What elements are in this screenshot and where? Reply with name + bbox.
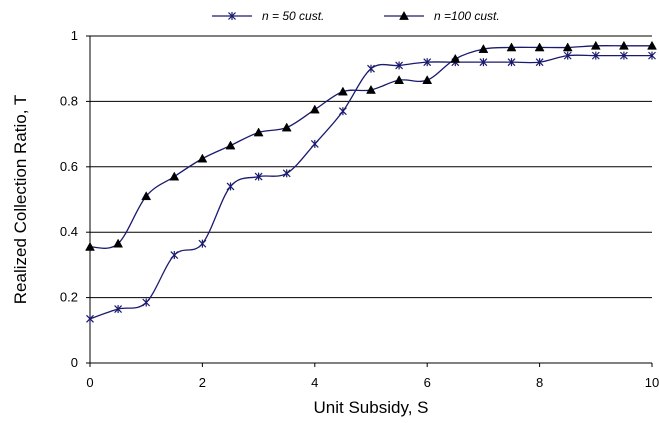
y-tick-label: 0.6	[60, 159, 78, 174]
data-point-series-2	[394, 75, 405, 84]
data-point-series-1	[226, 182, 235, 191]
series-layer	[85, 40, 657, 323]
data-point-series-2	[478, 44, 489, 53]
legend-item-1: n = 50 cust.	[212, 9, 324, 23]
data-point-series-2	[253, 127, 264, 137]
x-tick-label: 4	[311, 375, 318, 390]
legend-item-2: n =100 cust.	[384, 9, 500, 23]
data-point-series-1	[142, 298, 151, 307]
data-point-series-2	[422, 75, 433, 84]
y-tick-label: 0.4	[60, 224, 78, 239]
data-point-series-1	[198, 239, 207, 248]
y-tick-label: 1	[71, 28, 78, 43]
gridlines	[90, 35, 652, 299]
data-point-series-1	[423, 58, 432, 67]
y-tick-label: 0.8	[60, 93, 78, 108]
data-point-series-2	[562, 42, 573, 52]
data-point-series-1	[310, 139, 319, 148]
data-point-series-2	[450, 53, 461, 63]
x-axis-label: Unit Subsidy, S	[314, 398, 429, 417]
data-point-series-2	[618, 40, 629, 50]
data-point-series-1	[338, 107, 347, 116]
data-point-series-2	[534, 42, 545, 52]
data-point-series-1	[507, 58, 516, 67]
series-line-1	[89, 54, 652, 320]
series-line-2	[89, 45, 652, 249]
data-point-series-1	[563, 51, 572, 60]
data-point-series-2	[337, 86, 348, 96]
x-tick-label: 6	[424, 375, 431, 390]
data-point-series-2	[647, 40, 657, 50]
data-point-series-2	[141, 191, 152, 201]
data-point-series-2	[113, 238, 124, 248]
data-point-series-2	[590, 40, 601, 50]
legend-label: n =100 cust.	[434, 9, 500, 23]
legend-label: n = 50 cust.	[262, 9, 324, 23]
data-point-series-1	[254, 172, 263, 181]
data-point-series-2	[197, 153, 208, 163]
x-tick-label: 2	[199, 375, 206, 390]
data-point-series-1	[367, 64, 375, 73]
x-tick-label: 10	[645, 375, 659, 390]
legend: n = 50 cust. n =100 cust.	[212, 9, 500, 23]
y-axis-label: Realized Collection Ratio, T	[11, 95, 30, 304]
data-point-series-1	[395, 61, 404, 70]
x-tick-label: 0	[86, 375, 93, 390]
data-point-series-2	[506, 42, 517, 52]
data-point-series-1	[479, 58, 488, 67]
data-point-series-2	[366, 84, 376, 94]
data-point-series-1	[535, 58, 544, 67]
data-point-series-2	[85, 241, 95, 251]
data-point-series-2	[309, 104, 320, 114]
data-point-series-2	[225, 140, 236, 150]
y-tick-label: 0	[71, 355, 78, 370]
data-point-series-2	[281, 122, 292, 132]
data-point-series-1	[114, 305, 123, 314]
data-point-series-1	[648, 51, 656, 60]
data-point-series-2	[169, 171, 180, 181]
x-tick-label: 8	[536, 375, 543, 390]
y-tick-label: 0.2	[60, 290, 78, 305]
data-point-series-1	[619, 51, 628, 60]
data-point-series-1	[282, 169, 291, 178]
axes: 00.20.40.60.810 2 4 6 8 10	[60, 28, 659, 390]
data-point-series-1	[86, 314, 94, 323]
data-point-series-1	[170, 251, 179, 260]
legend-marker	[399, 10, 409, 20]
legend-marker	[228, 12, 236, 20]
data-point-series-1	[591, 51, 600, 60]
